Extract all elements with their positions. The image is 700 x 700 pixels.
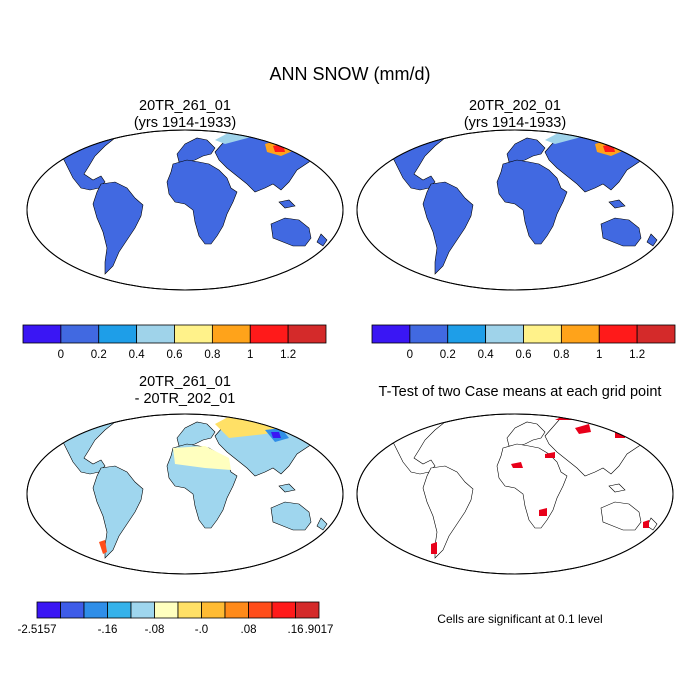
panel-title-case2-line1: 20TR_202_01 — [469, 98, 561, 114]
colorbar-case2-tick-label: 0.2 — [440, 349, 456, 361]
colorbar-difference-swatch — [295, 601, 320, 619]
colorbar-difference-tick-label: -.16 — [98, 624, 118, 636]
panel-title-case1: 20TR_261_01 (yrs 1914-1933) — [35, 98, 335, 132]
colorbar-difference-tick-label: -2.5157 — [17, 624, 56, 636]
colorbar-case2-tick-label: 1 — [596, 349, 602, 361]
colorbar-case2-tick-label: 0 — [407, 349, 413, 361]
panel-title-ttest-line1: T-Test of two Case means at each grid po… — [378, 384, 662, 400]
colorbar-case2-tick-label: 1.2 — [629, 349, 645, 361]
colorbar-case1-swatch — [174, 324, 213, 344]
colorbar-case2-swatch — [636, 324, 676, 344]
colorbar-difference-tick-label: .16 — [288, 624, 304, 636]
map-case2 — [356, 129, 674, 291]
colorbar-case2-tick-label: 0.6 — [516, 349, 532, 361]
colorbar-difference-tick-label: .9017 — [305, 624, 334, 636]
colorbar-difference-tick-label: -.0 — [195, 624, 208, 636]
ttest-note: Cells are significant at 0.1 level — [437, 612, 603, 626]
colorbar-case2-swatch — [371, 324, 411, 344]
colorbar-case2-swatch — [447, 324, 487, 344]
colorbar-case1-tick-label: 0.2 — [91, 349, 107, 361]
map-difference — [26, 413, 344, 575]
colorbar-difference-tick-label: .08 — [241, 624, 257, 636]
panel-title-ttest: T-Test of two Case means at each grid po… — [350, 384, 690, 401]
colorbar-case1-tick-label: 1 — [247, 349, 253, 361]
colorbar-case1-swatch — [60, 324, 100, 344]
panel-title-diff-line1: 20TR_261_01 — [139, 374, 231, 390]
colorbar-case1: 0 0.2 0.4 0.6 0.8 1 1.2 — [22, 324, 327, 361]
panel-title-case2-line2: (yrs 1914-1933) — [463, 115, 567, 131]
colorbar-case1-tick-label: 0.6 — [167, 349, 183, 361]
colorbar-case2-tick-label: 0.8 — [553, 349, 569, 361]
panel-title-diff-line2: - 20TR_202_01 — [134, 391, 236, 407]
panel-title-case2: 20TR_202_01 (yrs 1914-1933) — [365, 98, 665, 132]
colorbar-case1-swatch — [98, 324, 138, 344]
colorbar-case1-swatch — [249, 324, 289, 344]
colorbar-case1-swatch — [22, 324, 62, 344]
colorbar-difference-swatch — [60, 601, 85, 619]
colorbar-case1-tick-label: 0.4 — [129, 349, 146, 361]
colorbar-case1-swatch — [287, 324, 327, 344]
map-ttest — [356, 413, 674, 575]
colorbar-difference-swatch — [177, 601, 202, 619]
colorbar-case2: 0 0.2 0.4 0.6 0.8 1 1.2 — [371, 324, 676, 361]
colorbar-difference-swatch — [224, 601, 249, 619]
main-title: ANN SNOW (mm/d) — [269, 64, 431, 84]
colorbar-difference-swatch — [248, 601, 273, 619]
colorbar-case2-swatch — [598, 324, 638, 344]
colorbar-difference: -2.5157 -.16 -.08 -.0 .08 .16.9017 — [17, 601, 334, 636]
colorbar-case1-tick-label: 0.8 — [204, 349, 220, 361]
colorbar-difference-swatch — [130, 601, 155, 619]
panel-title-diff: 20TR_261_01 - 20TR_202_01 — [35, 374, 335, 408]
colorbar-case2-swatch — [409, 324, 449, 344]
colorbar-case2-swatch — [560, 324, 600, 344]
panel-title-case1-line1: 20TR_261_01 — [139, 98, 231, 114]
colorbar-difference-swatch — [271, 601, 296, 619]
colorbar-case1-swatch — [211, 324, 251, 344]
colorbar-difference-swatch — [154, 601, 179, 619]
colorbar-case2-swatch — [485, 324, 524, 344]
colorbar-case2-swatch — [523, 324, 562, 344]
colorbar-case1-tick-label: 1.2 — [280, 349, 296, 361]
colorbar-case1-tick-label: 0 — [58, 349, 64, 361]
colorbar-difference-swatch — [201, 601, 226, 619]
colorbar-difference-swatch — [107, 601, 132, 619]
panel-title-case1-line2: (yrs 1914-1933) — [133, 115, 237, 131]
colorbar-difference-tick-label: -.08 — [145, 624, 165, 636]
colorbar-difference-swatch — [83, 601, 108, 619]
colorbar-case1-swatch — [136, 324, 175, 344]
map-case1 — [26, 129, 344, 291]
colorbar-difference-swatch — [36, 601, 61, 619]
colorbar-case2-tick-label: 0.4 — [478, 349, 495, 361]
